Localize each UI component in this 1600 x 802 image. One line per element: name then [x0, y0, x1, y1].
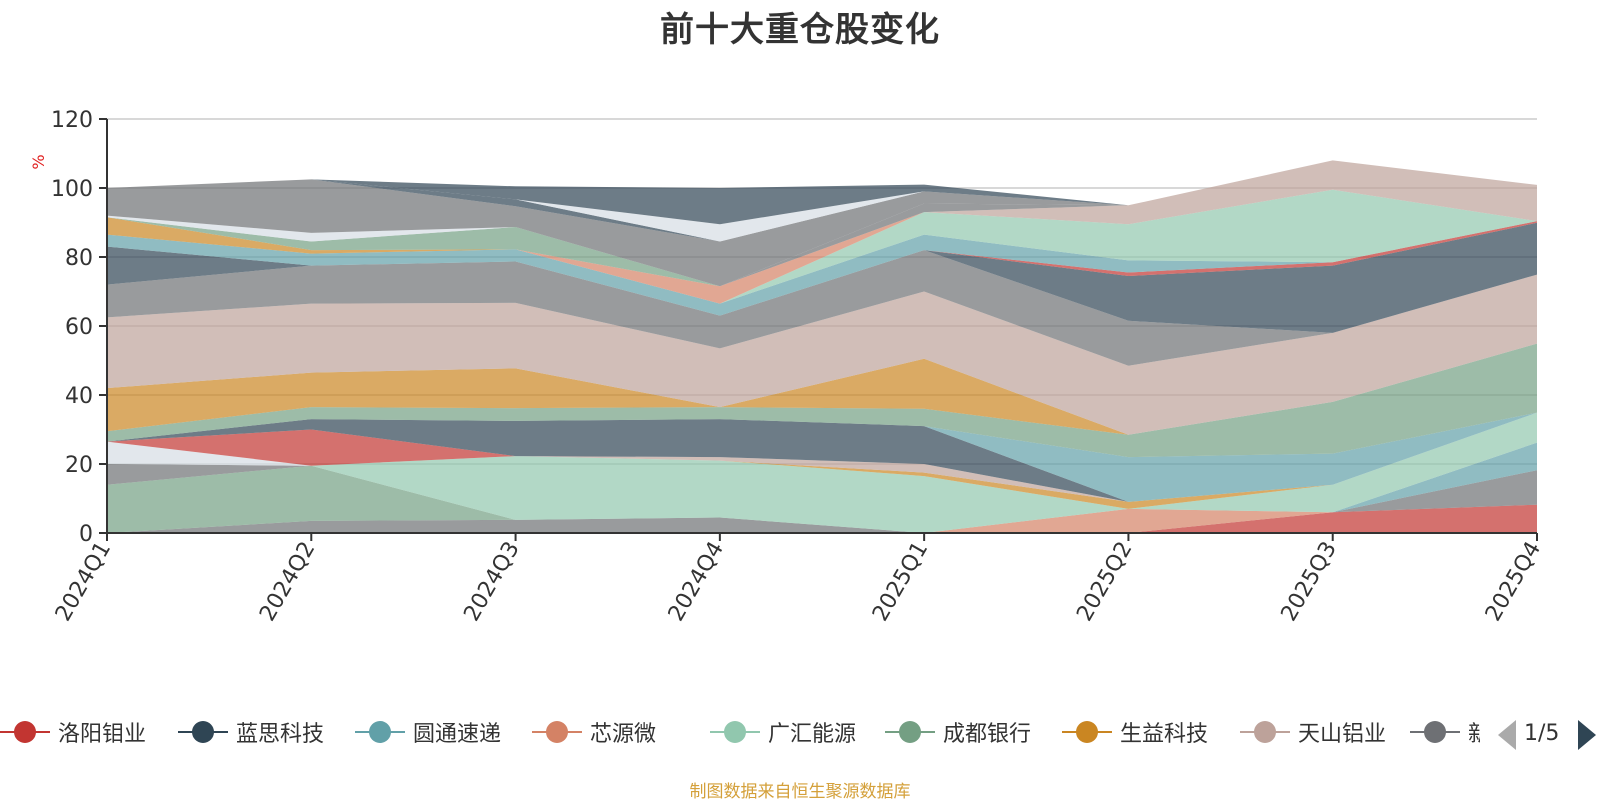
y-tick-label: 120	[51, 108, 93, 133]
legend-marker-icon	[532, 712, 582, 752]
y-tick-label: 100	[51, 177, 93, 202]
legend-item[interactable]: 洛阳钼业	[0, 712, 146, 752]
legend-label: 生益科技	[1120, 722, 1209, 747]
legend-item[interactable]: 天山铝业	[1240, 712, 1386, 752]
x-tick-label: 2025Q4	[1481, 538, 1546, 626]
y-tick-label: 60	[65, 315, 93, 340]
legend: 洛阳钼业 蓝思科技 圆通速递 芯源微 广汇能源 成都银行 生益科技 天山铝业 新材	[0, 712, 1480, 752]
legend-label: 成都银行	[943, 722, 1032, 747]
area-series-19[interactable]	[107, 222, 1537, 333]
legend-marker-icon	[1240, 712, 1290, 752]
legend-item[interactable]: 成都银行	[885, 712, 1031, 752]
area-series-3[interactable]	[107, 504, 1537, 533]
area-series-28[interactable]	[107, 160, 1537, 287]
area-series-14[interactable]	[107, 412, 1537, 502]
area-series-11[interactable]	[107, 412, 1537, 502]
stacked-area-chart: 0 20 40 60 80 100 120 2024Q1 2024Q2 2024Q3 2024Q4 2…	[29, 108, 1546, 626]
y-axis-label: %	[29, 154, 48, 169]
chart-title: 前十大重仓股变化	[660, 10, 940, 50]
legend-item[interactable]: 广汇能源	[710, 712, 856, 752]
y-tick-label: 20	[65, 453, 93, 478]
legend-marker-icon	[178, 712, 228, 752]
legend-next-arrow-icon[interactable]	[1578, 720, 1596, 750]
x-tick-label: 2025Q2	[1072, 538, 1137, 626]
legend-label: 洛阳钼业	[58, 722, 147, 747]
area-series-23[interactable]	[107, 189, 1537, 304]
legend-item[interactable]: 芯源微	[532, 712, 656, 752]
area-series-13[interactable]	[107, 412, 1537, 502]
x-tick-label: 2024Q1	[51, 538, 116, 626]
area-series-6[interactable]	[107, 442, 1537, 533]
legend-marker-icon	[0, 712, 50, 752]
area-series-16[interactable]	[107, 343, 1537, 435]
x-tick-label: 2025Q1	[868, 538, 933, 626]
legend-item[interactable]: 新材	[1410, 712, 1480, 752]
area-series-17[interactable]	[107, 274, 1537, 435]
area-series-15[interactable]	[107, 343, 1537, 458]
legend-label: 天山铝业	[1298, 722, 1387, 747]
y-tick-label: 80	[65, 246, 93, 271]
y-tick-label: 40	[65, 384, 93, 409]
legend-item[interactable]: 蓝思科技	[178, 712, 324, 752]
legend-pager: 1/5	[1498, 718, 1598, 752]
area-series-7[interactable]	[107, 412, 1537, 533]
legend-label: 蓝思科技	[236, 722, 325, 747]
area-series-26[interactable]	[107, 189, 1537, 287]
source-note: 制图数据来自恒生聚源数据库	[689, 782, 911, 802]
legend-page-indicator: 1/5	[1524, 721, 1560, 746]
legend-prev-arrow-icon[interactable]	[1498, 720, 1516, 750]
area-series-18[interactable]	[107, 250, 1537, 366]
legend-marker-icon	[1410, 712, 1460, 752]
y-tick-label: 0	[79, 522, 93, 547]
legend-marker-icon	[355, 712, 405, 752]
area-series	[107, 160, 1537, 533]
area-series-20[interactable]	[107, 221, 1537, 316]
legend-marker-icon	[710, 712, 760, 752]
x-tick-label: 2024Q2	[255, 538, 320, 626]
legend-marker-icon	[885, 712, 935, 752]
legend-label: 广汇能源	[768, 722, 857, 747]
x-tick-label: 2024Q4	[664, 538, 729, 626]
legend-item[interactable]: 圆通速递	[355, 712, 501, 752]
x-tick-label: 2025Q3	[1277, 538, 1342, 626]
area-series-2[interactable]	[107, 504, 1537, 533]
x-tick-label: 2024Q3	[459, 538, 524, 626]
legend-label: 新材	[1468, 722, 1480, 747]
legend-label: 圆通速递	[413, 722, 502, 747]
legend-item[interactable]: 生益科技	[1062, 712, 1208, 752]
legend-label: 芯源微	[590, 722, 657, 747]
legend-marker-icon	[1062, 712, 1112, 752]
area-series-33[interactable]	[107, 160, 1537, 225]
area-series-30[interactable]	[107, 160, 1537, 287]
